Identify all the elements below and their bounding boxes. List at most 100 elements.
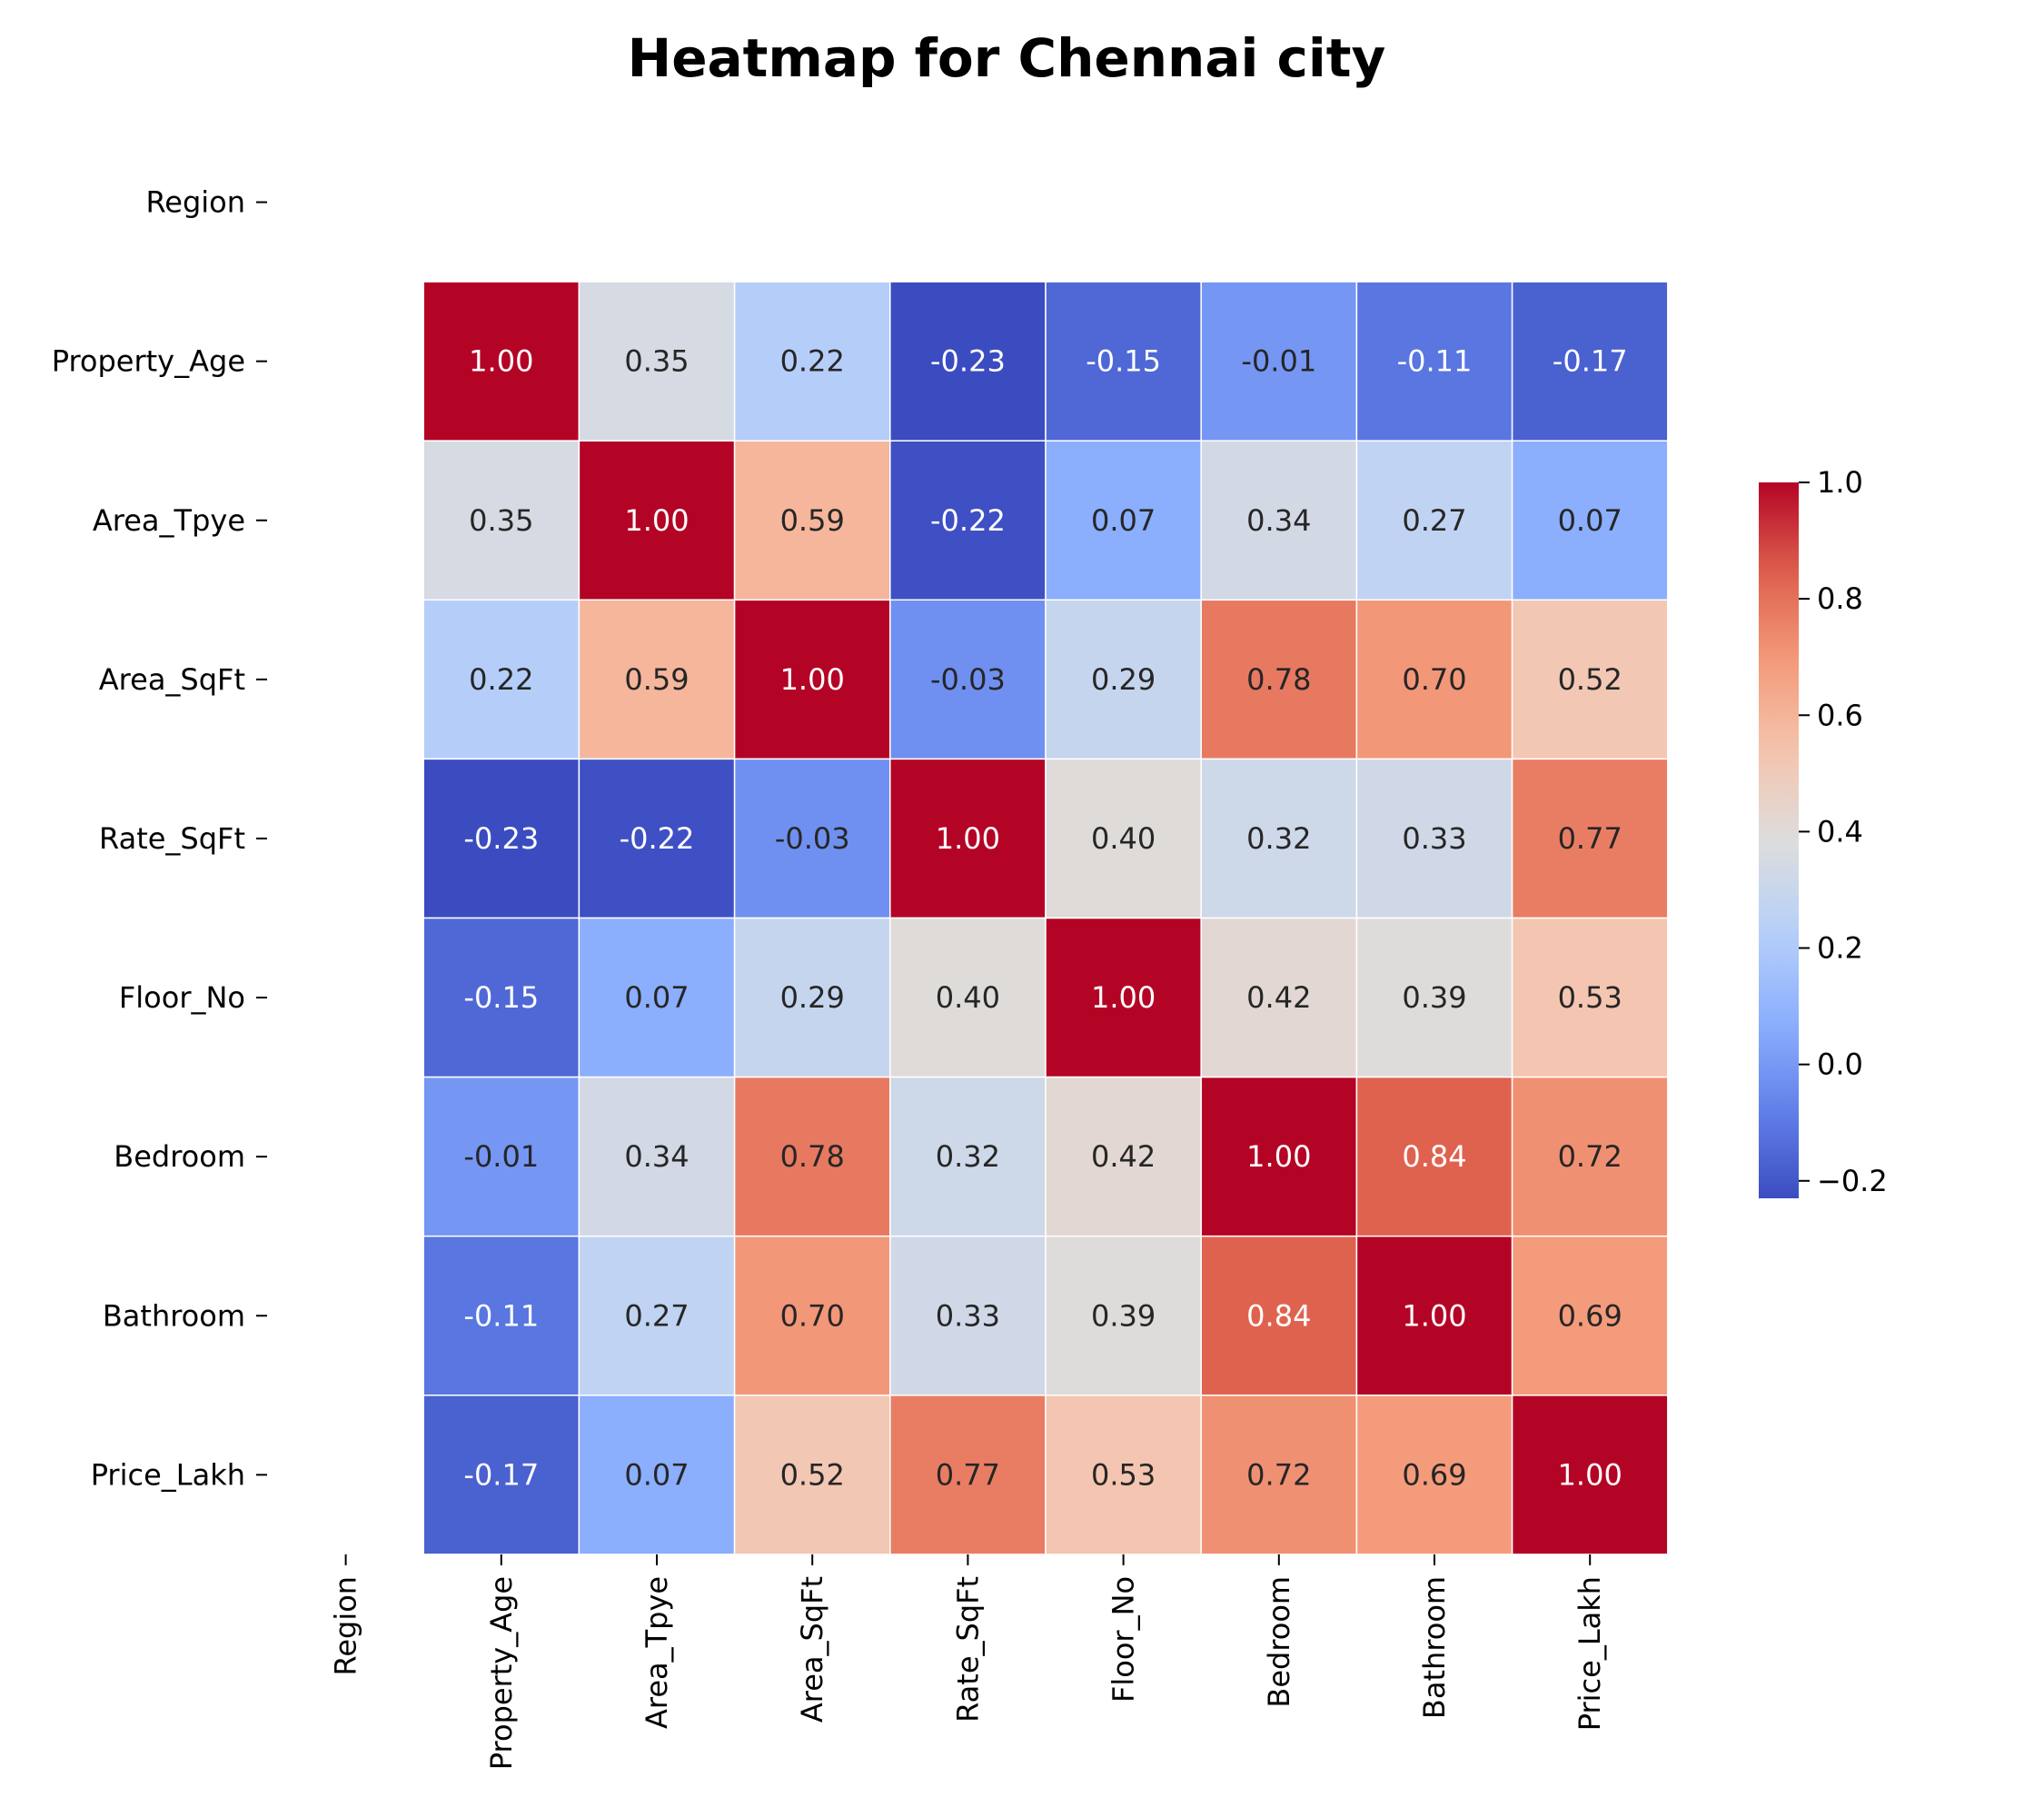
column-tick-label: Property_Age [484, 1576, 519, 1770]
heatmap-cell [1200, 281, 1358, 442]
heatmap-cell [422, 758, 580, 919]
cell-value-label: 0.07 [1558, 503, 1622, 538]
cell-value-label: 0.78 [780, 1139, 845, 1174]
heatmap-cell [889, 758, 1047, 919]
cell-value-label: -0.11 [1397, 344, 1473, 379]
heatmap-cell [1045, 1395, 1202, 1555]
heatmap-cell [889, 281, 1047, 442]
cell-value-label: 0.84 [1246, 1298, 1311, 1333]
cell-value-label: 0.34 [624, 1139, 689, 1174]
cell-value-label: 0.34 [1246, 503, 1311, 538]
cell-value-label: 0.40 [1091, 821, 1156, 856]
cell-value-label: 1.00 [1091, 980, 1156, 1015]
cell-value-label: 0.40 [936, 980, 1000, 1015]
cell-value-label: 0.78 [1246, 662, 1311, 697]
cell-value-label: 0.27 [1402, 503, 1466, 538]
heatmap-cell [578, 281, 736, 442]
cell-value-label: 0.72 [1246, 1457, 1311, 1492]
cell-value-label: 0.42 [1246, 980, 1311, 1015]
heatmap-cell [1045, 1235, 1202, 1396]
cell-value-label: 0.53 [1091, 1457, 1156, 1492]
colorbar-tick-label: 0.2 [1817, 931, 1863, 966]
heatmap-cell [733, 917, 891, 1078]
heatmap-cell [1355, 440, 1513, 601]
column-tick-labels: Region Property_Age Area_Tpye Area_SqFt Rate… [329, 1554, 1607, 1770]
heatmap-cell [1355, 917, 1513, 1078]
row-tick-label: Floor_No [119, 980, 245, 1015]
heatmap-cell [1200, 599, 1358, 760]
cell-value-label: -0.17 [1553, 344, 1628, 379]
heatmap-cells: 1.00 0.35 0.22 -0.23 -0.15 -0.01 -0.11 -0.17 0.3… [422, 281, 1669, 1555]
cell-value-label: 1.00 [1558, 1457, 1622, 1492]
heatmap-cell [889, 599, 1047, 760]
heatmap-cell [1200, 1076, 1358, 1237]
cell-value-label: -0.11 [463, 1298, 539, 1333]
cell-value-label: 0.70 [780, 1298, 845, 1333]
cell-value-label: 1.00 [936, 821, 1000, 856]
cell-value-label: 0.07 [624, 1457, 689, 1492]
column-tick-label: Bathroom [1417, 1576, 1452, 1719]
row-tick-label: Rate_SqFt [99, 821, 245, 856]
heatmap-cell [578, 1235, 736, 1396]
heatmap-cell [1200, 440, 1358, 601]
heatmap-cell [1511, 281, 1669, 442]
heatmap-cell [1355, 1076, 1513, 1237]
heatmap-cell [889, 917, 1047, 1078]
cell-value-label: 0.39 [1402, 980, 1466, 1015]
heatmap-cell [1045, 599, 1202, 760]
cell-value-label: 0.29 [780, 980, 845, 1015]
heatmap-cell [422, 281, 580, 442]
colorbar-tick-label: 1.0 [1817, 465, 1863, 500]
cell-value-label: 0.84 [1402, 1139, 1466, 1174]
column-tick-label: Bedroom [1262, 1576, 1296, 1708]
colorbar-tick-label: 0.0 [1817, 1048, 1863, 1082]
chart-title: Heatmap for Chennai city [628, 27, 1386, 89]
cell-value-label: 0.39 [1091, 1298, 1156, 1333]
heatmap-cell [733, 281, 891, 442]
heatmap-cell [1200, 917, 1358, 1078]
row-tick-label: Region [145, 185, 245, 220]
row-tick-label: Price_Lakh [91, 1457, 245, 1492]
heatmap-cell [1045, 1076, 1202, 1237]
heatmap-cell [733, 758, 891, 919]
heatmap-cell [1200, 1395, 1358, 1555]
heatmap-cell [733, 1395, 891, 1555]
row-tick-labels: Region Property_Age Area_Tpye Area_SqFt Rate… [52, 185, 267, 1492]
cell-value-label: -0.01 [1241, 344, 1316, 379]
column-tick-label: Rate_SqFt [950, 1576, 985, 1723]
cell-value-label: 0.69 [1558, 1298, 1622, 1333]
colorbar-tick-label: 0.4 [1817, 814, 1863, 849]
cell-value-label: 0.32 [1246, 821, 1311, 856]
cell-value-label: 0.59 [624, 662, 689, 697]
heatmap-cell [1045, 440, 1202, 601]
cell-value-label: -0.17 [463, 1457, 539, 1492]
cell-value-label: 0.35 [624, 344, 689, 379]
heatmap-cell [422, 1395, 580, 1555]
cell-value-label: 0.53 [1558, 980, 1622, 1015]
colorbar: 1.0 0.8 0.6 0.4 0.2 0.0 −0.2 [1759, 465, 1888, 1198]
heatmap-cell [422, 599, 580, 760]
cell-value-label: -0.23 [463, 821, 539, 856]
heatmap-cell [1511, 1076, 1669, 1237]
row-tick-label: Property_Age [52, 344, 245, 379]
cell-value-label: 0.07 [1091, 503, 1156, 538]
cell-value-label: 0.22 [780, 344, 845, 379]
cell-value-label: 0.27 [624, 1298, 689, 1333]
cell-value-label: 0.77 [936, 1457, 1000, 1492]
heatmap-cell [1045, 758, 1202, 919]
cell-value-label: 0.42 [1091, 1139, 1156, 1174]
colorbar-tick-label: 0.8 [1817, 581, 1863, 616]
cell-value-label: 1.00 [624, 503, 689, 538]
cell-value-label: -0.22 [930, 503, 1006, 538]
row-tick-label: Area_SqFt [99, 662, 245, 697]
cell-value-label: 0.77 [1558, 821, 1622, 856]
colorbar-tick-label: 0.6 [1817, 698, 1863, 732]
heatmap-cell [1355, 1235, 1513, 1396]
heatmap-cell [733, 599, 891, 760]
colorbar-gradient [1759, 482, 1799, 1198]
cell-value-label: -0.01 [463, 1139, 539, 1174]
cell-value-label: 0.22 [469, 662, 533, 697]
cell-value-label: 0.33 [936, 1298, 1000, 1333]
heatmap-cell [1355, 758, 1513, 919]
heatmap-cell [733, 1235, 891, 1396]
